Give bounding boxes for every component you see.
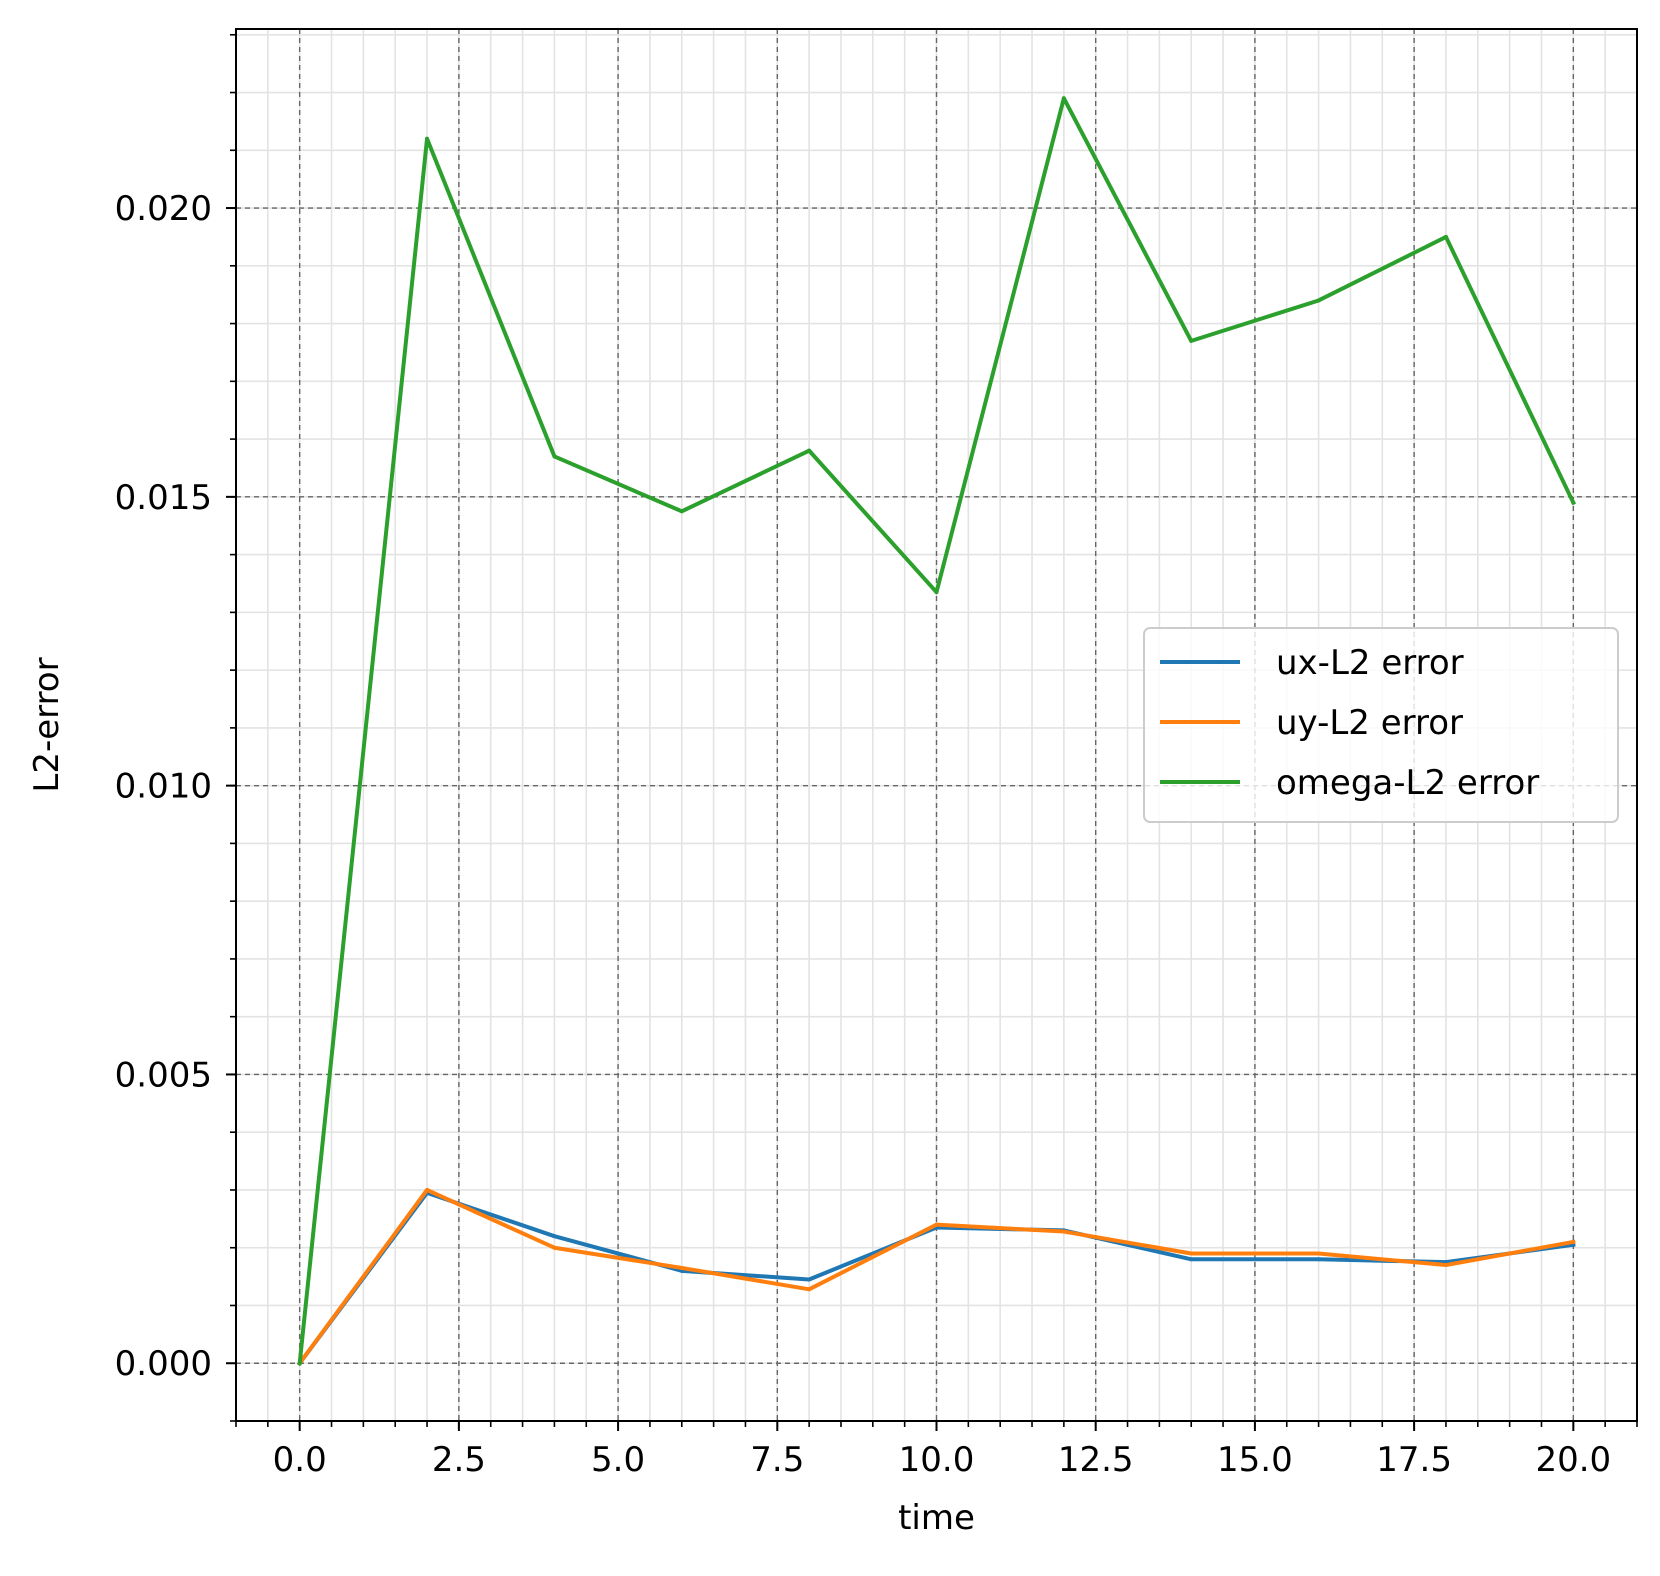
series-lines xyxy=(296,96,1576,1367)
x-tick-label: 7.5 xyxy=(750,1440,804,1480)
series-2-point xyxy=(552,454,557,459)
series-2-point xyxy=(934,590,939,595)
series-2-point xyxy=(1443,234,1448,239)
x-tick-label: 0.0 xyxy=(273,1440,327,1480)
series-2-point xyxy=(1316,298,1321,303)
series-1-point xyxy=(425,1187,430,1192)
series-1-point xyxy=(934,1222,939,1227)
legend-label: ux-L2 error xyxy=(1276,643,1464,683)
legend-entries: ux-L2 error uy-L2 error omega-L2 error xyxy=(1160,643,1539,803)
series-1-point xyxy=(1571,1239,1576,1244)
y-tick-label: 0.000 xyxy=(115,1344,212,1384)
x-tick-label: 17.5 xyxy=(1376,1440,1452,1480)
x-tick-label: 2.5 xyxy=(432,1440,486,1480)
series-0-point xyxy=(1316,1257,1321,1262)
series-1-point xyxy=(1189,1251,1194,1256)
series-2-point xyxy=(679,509,684,514)
series-2-point xyxy=(297,1361,302,1366)
y-tick-label: 0.005 xyxy=(115,1055,212,1095)
series-2-point xyxy=(1571,500,1576,505)
series-2-point xyxy=(1189,338,1194,343)
series-2-point xyxy=(1061,96,1066,101)
legend-label: uy-L2 error xyxy=(1276,703,1463,743)
x-axis-label: time xyxy=(898,1498,975,1538)
y-tick-label: 0.015 xyxy=(115,478,212,518)
series-1-point xyxy=(1061,1229,1066,1234)
y-axis-label: L2-error xyxy=(27,657,67,792)
x-tick-label: 15.0 xyxy=(1217,1440,1293,1480)
series-0-point xyxy=(552,1234,557,1239)
series-1-point xyxy=(807,1287,812,1292)
x-tick-label: 12.5 xyxy=(1058,1440,1134,1480)
series-1-point xyxy=(1443,1263,1448,1268)
series-0-point xyxy=(807,1277,812,1282)
y-tick-label: 0.010 xyxy=(115,767,212,807)
x-tick-label: 20.0 xyxy=(1535,1440,1611,1480)
y-tick-label: 0.020 xyxy=(115,189,212,229)
legend: ux-L2 error uy-L2 error omega-L2 error xyxy=(1143,627,1619,823)
y-axis-tick-labels: 0.000 0.005 0.010 0.015 0.020 xyxy=(115,189,212,1384)
axis-ticks xyxy=(226,33,1638,1431)
legend-label: omega-L2 error xyxy=(1276,763,1539,803)
series-1-point xyxy=(679,1265,684,1270)
series-1-point xyxy=(552,1245,557,1250)
series-0-point xyxy=(1189,1257,1194,1262)
legend-box xyxy=(1143,627,1619,823)
x-tick-label: 5.0 xyxy=(591,1440,645,1480)
x-tick-label: 10.0 xyxy=(899,1440,975,1480)
series-2-point xyxy=(425,136,430,141)
series-2-point xyxy=(807,448,812,453)
series-1-point xyxy=(1316,1251,1321,1256)
x-axis-tick-labels: 0.0 2.5 5.0 7.5 10.0 12.5 15.0 17.5 20.0 xyxy=(273,1440,1612,1480)
